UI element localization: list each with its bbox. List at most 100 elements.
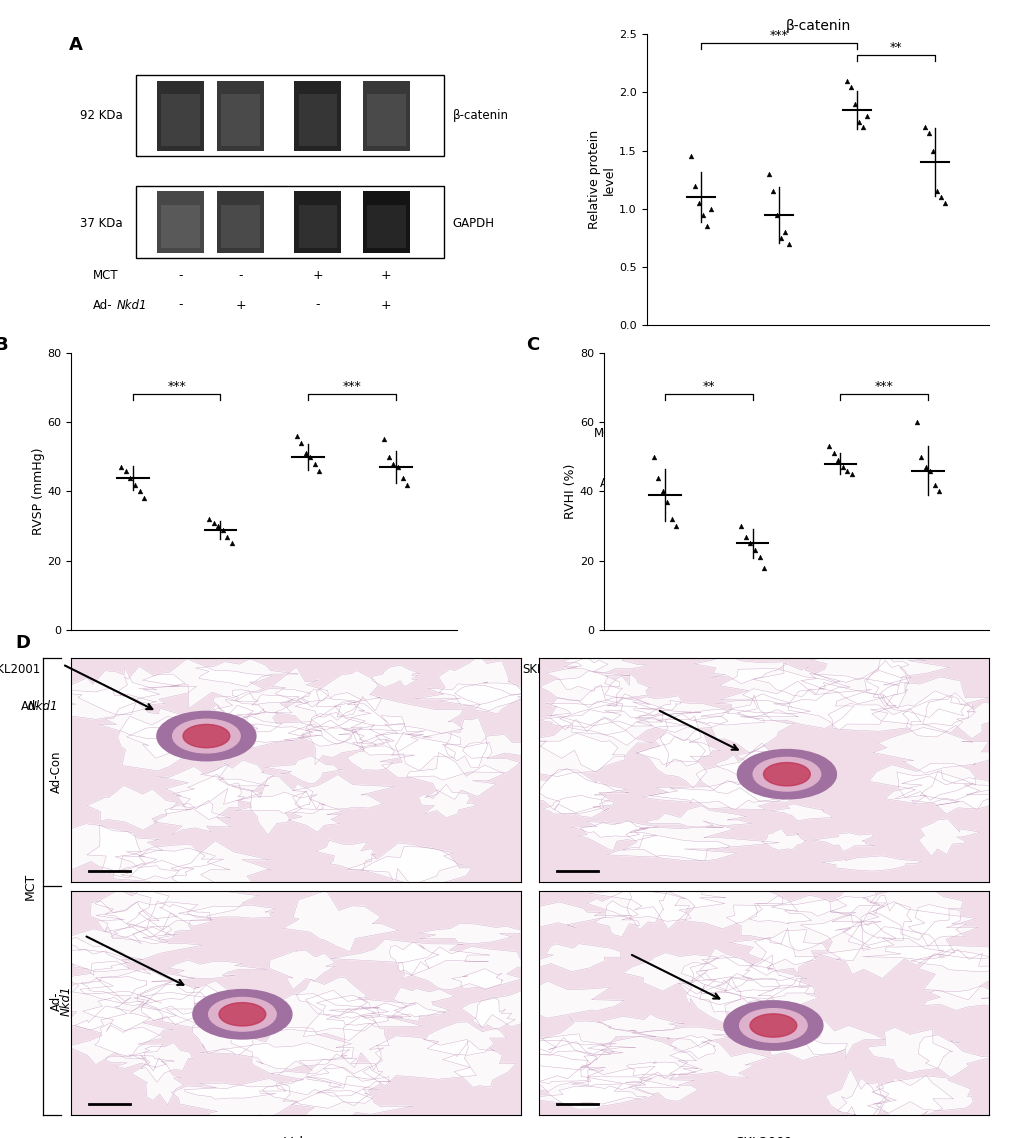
Polygon shape xyxy=(821,856,920,871)
Text: Ad-: Ad- xyxy=(21,700,41,712)
Polygon shape xyxy=(502,902,632,927)
Text: Veh: Veh xyxy=(283,1136,309,1138)
Polygon shape xyxy=(542,795,613,817)
Polygon shape xyxy=(201,760,273,791)
Y-axis label: Relative protein
level: Relative protein level xyxy=(588,130,615,230)
Polygon shape xyxy=(864,655,910,707)
Polygon shape xyxy=(872,727,1003,773)
Text: +: + xyxy=(390,663,400,676)
Y-axis label: RVSP (mmHg): RVSP (mmHg) xyxy=(32,447,45,535)
Text: -: - xyxy=(178,298,182,312)
Bar xyxy=(221,205,260,248)
Polygon shape xyxy=(153,800,231,835)
Polygon shape xyxy=(166,986,281,1036)
Circle shape xyxy=(739,1008,806,1042)
Text: Nkd1: Nkd1 xyxy=(604,477,634,489)
Bar xyxy=(161,93,200,147)
Polygon shape xyxy=(283,890,398,951)
Polygon shape xyxy=(96,901,214,938)
Y-axis label: RVHI (%): RVHI (%) xyxy=(564,464,577,519)
Polygon shape xyxy=(126,901,211,940)
Text: +: + xyxy=(851,428,861,440)
Polygon shape xyxy=(862,885,962,940)
Text: ***: *** xyxy=(769,30,788,42)
Polygon shape xyxy=(346,740,415,770)
Polygon shape xyxy=(537,943,621,972)
Polygon shape xyxy=(580,1037,702,1086)
Text: β-catenin: β-catenin xyxy=(452,109,508,122)
Circle shape xyxy=(763,762,809,786)
Text: GAPDH: GAPDH xyxy=(452,217,494,230)
Polygon shape xyxy=(26,824,145,872)
Polygon shape xyxy=(729,930,827,971)
Text: Ad-: Ad- xyxy=(553,700,573,712)
Polygon shape xyxy=(827,703,920,732)
Polygon shape xyxy=(62,962,195,1004)
Polygon shape xyxy=(715,694,810,717)
Polygon shape xyxy=(74,1005,176,1057)
Bar xyxy=(157,191,204,253)
Polygon shape xyxy=(81,976,147,996)
Polygon shape xyxy=(693,695,794,753)
Polygon shape xyxy=(718,668,849,704)
Polygon shape xyxy=(695,743,837,802)
Polygon shape xyxy=(860,896,911,941)
Polygon shape xyxy=(346,843,464,888)
Text: -: - xyxy=(662,700,666,712)
Text: Nkd1: Nkd1 xyxy=(559,700,590,712)
Bar xyxy=(217,81,264,150)
Text: +: + xyxy=(235,298,246,312)
Polygon shape xyxy=(91,901,159,943)
Polygon shape xyxy=(749,929,817,975)
Text: -: - xyxy=(662,663,666,676)
Polygon shape xyxy=(106,1055,174,1069)
Polygon shape xyxy=(512,1038,605,1083)
Polygon shape xyxy=(545,698,691,726)
Polygon shape xyxy=(884,776,1000,814)
Polygon shape xyxy=(752,663,840,696)
Polygon shape xyxy=(635,700,728,732)
Circle shape xyxy=(157,711,256,760)
Bar xyxy=(363,81,410,150)
Polygon shape xyxy=(115,844,223,871)
Text: Nkd1: Nkd1 xyxy=(60,986,72,1016)
Circle shape xyxy=(219,1003,266,1026)
Polygon shape xyxy=(171,841,270,891)
Polygon shape xyxy=(444,718,488,768)
Polygon shape xyxy=(679,973,740,1025)
Polygon shape xyxy=(726,899,880,951)
Text: -: - xyxy=(776,428,781,440)
Polygon shape xyxy=(537,1065,679,1106)
Polygon shape xyxy=(203,723,322,748)
Text: +: + xyxy=(747,700,757,712)
Polygon shape xyxy=(604,673,649,698)
Text: +: + xyxy=(381,270,391,282)
Polygon shape xyxy=(714,751,792,776)
Polygon shape xyxy=(695,955,810,992)
Polygon shape xyxy=(142,984,207,1024)
Polygon shape xyxy=(342,723,425,751)
Text: MCT: MCT xyxy=(593,428,619,440)
Polygon shape xyxy=(171,774,245,819)
Text: 37 KDa: 37 KDa xyxy=(81,217,122,230)
Bar xyxy=(367,93,406,147)
Text: +: + xyxy=(835,663,845,676)
Circle shape xyxy=(752,758,820,791)
Bar xyxy=(221,93,260,147)
Polygon shape xyxy=(334,698,463,744)
Polygon shape xyxy=(646,806,752,827)
Polygon shape xyxy=(594,900,639,937)
Text: MCT: MCT xyxy=(24,873,37,900)
Polygon shape xyxy=(418,784,476,818)
Polygon shape xyxy=(213,691,265,718)
Text: Ad-: Ad- xyxy=(93,298,112,312)
Polygon shape xyxy=(418,923,524,943)
Text: +: + xyxy=(215,700,225,712)
Polygon shape xyxy=(681,948,753,991)
Text: 92 KDa: 92 KDa xyxy=(81,109,122,122)
Polygon shape xyxy=(235,709,282,732)
Polygon shape xyxy=(910,949,1017,972)
Polygon shape xyxy=(666,883,782,929)
Polygon shape xyxy=(626,1062,697,1078)
Polygon shape xyxy=(442,1040,516,1087)
